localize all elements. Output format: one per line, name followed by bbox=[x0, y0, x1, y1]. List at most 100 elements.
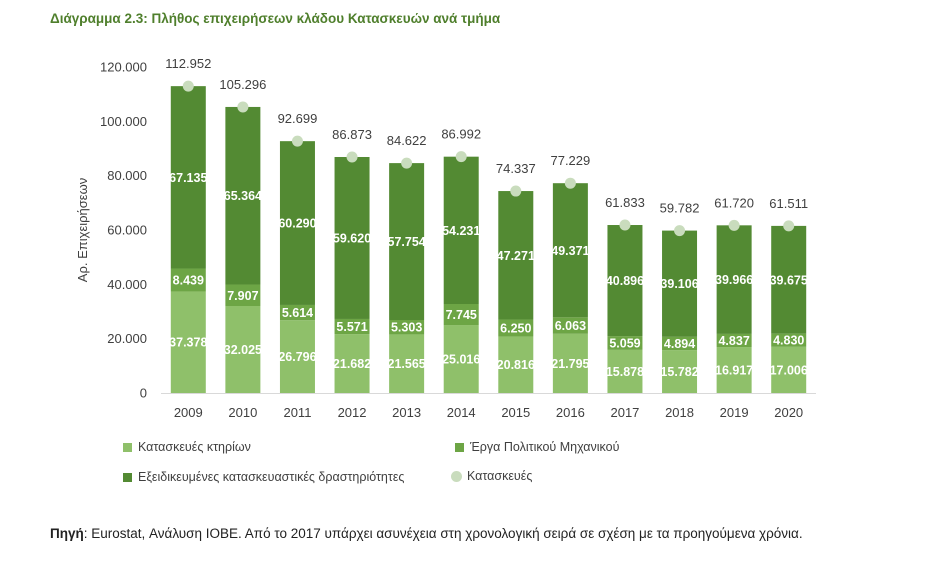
bar-segment bbox=[771, 225, 807, 334]
segment-data-label: 7.745 bbox=[446, 308, 477, 322]
segment-data-label: 7.907 bbox=[227, 289, 258, 303]
y-tick-label: 60.000 bbox=[107, 223, 147, 238]
bar-segment bbox=[662, 336, 698, 351]
x-tick-label: 2015 bbox=[501, 405, 530, 420]
bar-segment bbox=[443, 325, 479, 393]
segment-data-label: 8.439 bbox=[173, 273, 204, 287]
bar-segment bbox=[389, 320, 425, 335]
bar-segment bbox=[498, 319, 534, 337]
segment-data-label: 21.795 bbox=[551, 357, 589, 371]
bar-segment bbox=[443, 303, 479, 326]
total-marker bbox=[674, 225, 686, 237]
x-tick-label: 2014 bbox=[447, 405, 476, 420]
total-data-label: 112.952 bbox=[165, 56, 211, 71]
x-tick-label: 2018 bbox=[665, 405, 694, 420]
total-marker bbox=[783, 220, 795, 232]
segment-data-label: 6.063 bbox=[555, 319, 586, 333]
x-tick-label: 2019 bbox=[720, 405, 749, 420]
legend-item-civil-engineering: Έργα Πολιτικού Μηχανικού bbox=[455, 440, 619, 454]
segment-data-label: 5.059 bbox=[609, 336, 640, 350]
bar-segment bbox=[279, 304, 315, 321]
x-tick-label: 2012 bbox=[338, 405, 367, 420]
total-data-label: 92.699 bbox=[278, 111, 318, 126]
y-tick-label: 80.000 bbox=[107, 168, 147, 183]
total-marker bbox=[619, 219, 631, 231]
segment-data-label: 4.837 bbox=[718, 334, 749, 348]
bar-segment bbox=[607, 225, 643, 337]
bar-segment bbox=[170, 268, 206, 292]
source-text: : Eurostat, Ανάλυση ΙΟΒΕ. Από το 2017 υπ… bbox=[83, 526, 803, 541]
y-tick-label: 120.000 bbox=[100, 60, 147, 75]
segment-data-label: 60.290 bbox=[278, 217, 316, 231]
legend-label-buildings: Κατασκευές κτηρίων bbox=[138, 440, 251, 454]
x-tick-label: 2017 bbox=[610, 405, 639, 420]
bar-segment bbox=[389, 334, 425, 393]
y-tick-label: 0 bbox=[140, 386, 147, 401]
bar-segment bbox=[716, 347, 752, 393]
y-axis-label: Αρ. Επιχειρήσεων bbox=[75, 178, 90, 282]
bar-segment bbox=[170, 86, 206, 269]
bar-segment bbox=[771, 333, 807, 347]
segment-data-label: 6.250 bbox=[500, 321, 531, 335]
bar-segment bbox=[170, 291, 206, 393]
stacked-bar-chart: 0 20.000 40.000 60.000 80.000 100.000 120.000 Α… bbox=[75, 56, 816, 420]
segment-data-label: 47.271 bbox=[497, 249, 535, 263]
total-marker bbox=[182, 80, 194, 92]
segment-data-label: 39.966 bbox=[715, 273, 753, 287]
legend-item-construction-total: Κατασκευές bbox=[451, 469, 532, 483]
segment-data-label: 57.754 bbox=[388, 235, 426, 249]
source-label: Πηγή bbox=[50, 526, 84, 541]
total-data-label: 77.229 bbox=[550, 153, 590, 168]
segment-data-label: 5.614 bbox=[282, 306, 313, 320]
segment-data-label: 54.231 bbox=[442, 224, 480, 238]
segment-data-label: 59.620 bbox=[333, 231, 371, 245]
legend-item-buildings: Κατασκευές κτηρίων bbox=[123, 440, 251, 454]
segment-data-label: 4.894 bbox=[664, 337, 695, 351]
legend-label-construction-total: Κατασκευές bbox=[467, 469, 533, 483]
legend-swatch-specialised bbox=[123, 472, 132, 482]
segment-data-label: 17.006 bbox=[770, 363, 808, 377]
segment-data-label: 16.917 bbox=[715, 364, 753, 378]
y-tick-label: 40.000 bbox=[107, 277, 147, 292]
total-data-label: 86.873 bbox=[332, 127, 372, 142]
segment-data-label: 67.135 bbox=[169, 171, 207, 185]
bar-segment bbox=[389, 163, 425, 321]
legend-swatch-civil-engineering bbox=[455, 442, 464, 452]
bar-segment bbox=[662, 230, 698, 337]
total-marker bbox=[728, 219, 740, 231]
bar-segment bbox=[279, 141, 315, 305]
total-data-label: 84.622 bbox=[387, 133, 427, 148]
segment-data-label: 39.675 bbox=[770, 273, 808, 287]
bar-segment bbox=[334, 156, 370, 319]
segment-data-label: 65.364 bbox=[224, 189, 262, 203]
total-data-label: 59.782 bbox=[660, 201, 700, 216]
bar-segment bbox=[716, 333, 752, 348]
bar-segment bbox=[498, 191, 534, 320]
x-tick-label: 2013 bbox=[392, 405, 421, 420]
segment-data-label: 26.796 bbox=[278, 350, 316, 364]
bar-segment bbox=[334, 334, 370, 393]
segment-data-label: 20.816 bbox=[497, 358, 535, 372]
bar-segment bbox=[607, 336, 643, 350]
bar-segment bbox=[225, 305, 261, 393]
total-marker bbox=[564, 177, 576, 189]
segment-data-label: 21.682 bbox=[333, 357, 371, 371]
segment-data-label: 39.106 bbox=[660, 277, 698, 291]
segment-data-label: 21.565 bbox=[388, 357, 426, 371]
x-tick-label: 2016 bbox=[556, 405, 585, 420]
total-marker bbox=[401, 157, 413, 169]
legend-swatch-buildings bbox=[123, 442, 132, 452]
total-marker bbox=[346, 151, 358, 163]
bar-segment bbox=[552, 317, 588, 334]
bar-segment bbox=[607, 349, 643, 393]
bar-segment bbox=[443, 156, 479, 304]
total-data-label: 61.833 bbox=[605, 195, 645, 210]
segment-data-label: 25.016 bbox=[442, 353, 480, 367]
total-marker bbox=[455, 151, 467, 163]
total-data-label: 74.337 bbox=[496, 161, 536, 176]
bar-segment bbox=[552, 333, 588, 393]
legend-item-specialised: Εξειδικευμένες κατασκευαστικές δραστηριό… bbox=[123, 470, 404, 484]
chart-title: Διάγραμμα 2.3: Πλήθος επιχειρήσεων κλάδο… bbox=[50, 11, 501, 26]
bar-segment bbox=[279, 320, 315, 393]
source-note: Πηγή: Eurostat, Ανάλυση ΙΟΒΕ. Από το 201… bbox=[50, 522, 842, 545]
